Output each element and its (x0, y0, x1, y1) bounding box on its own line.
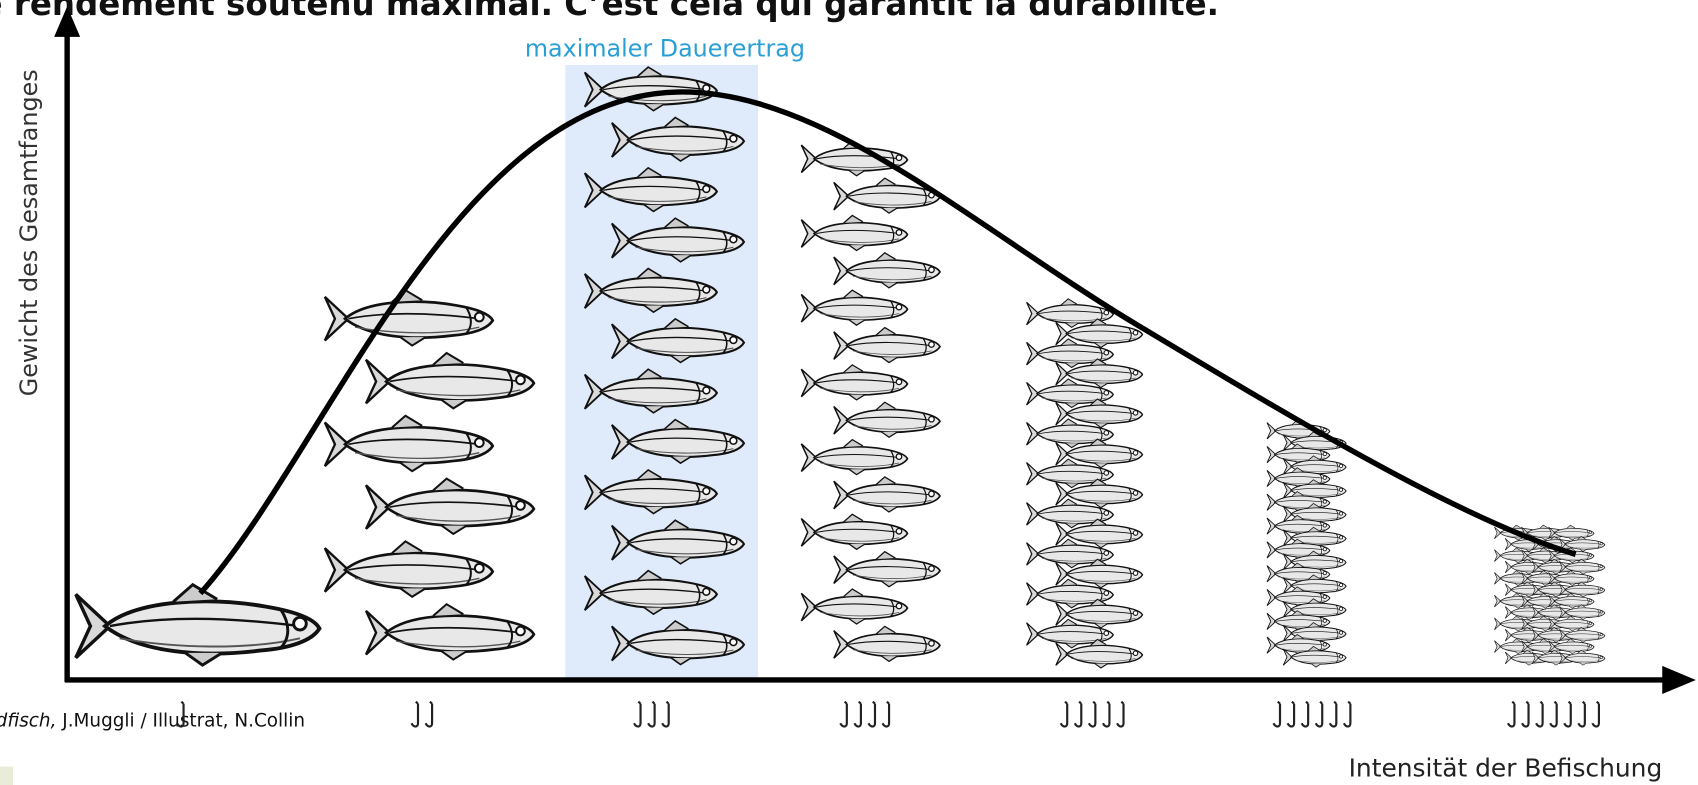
hook (634, 702, 640, 727)
fish (366, 479, 534, 534)
hook (1578, 702, 1584, 727)
x-axis-label: Intensität der Befischung (1349, 753, 1663, 782)
fish (325, 290, 493, 345)
fish (1559, 582, 1604, 597)
hook (426, 702, 432, 727)
hook (1536, 702, 1542, 727)
hook (1288, 702, 1294, 727)
fish (801, 514, 907, 549)
y-axis-label: Gewicht des Gesamtfanges (15, 69, 43, 396)
hook (1316, 702, 1322, 727)
fish (834, 552, 940, 587)
hook (1550, 702, 1556, 727)
hook (1117, 702, 1123, 727)
hook (854, 702, 860, 727)
fish (366, 604, 534, 659)
fish (325, 416, 493, 471)
hook (412, 702, 418, 727)
hook (1592, 702, 1598, 727)
credit-source: dfisch, (0, 711, 56, 732)
fish (1559, 627, 1604, 642)
fish (1559, 605, 1604, 620)
hook (1061, 702, 1067, 727)
hook (840, 702, 846, 727)
fish-icons (76, 67, 1605, 668)
hook (868, 702, 874, 727)
fish (801, 589, 907, 624)
hook (1330, 702, 1336, 727)
fish (1559, 559, 1604, 574)
fish (834, 402, 940, 437)
page: e rendement soutenu maximal. C’est cela … (0, 0, 1698, 785)
hook-icons (177, 702, 1599, 727)
fish (801, 365, 907, 400)
fish (366, 353, 534, 408)
corner-box (0, 767, 13, 785)
fish (834, 253, 940, 288)
fish (325, 541, 493, 596)
fish (801, 215, 907, 250)
diagram: e rendement soutenu maximal. C’est cela … (0, 0, 1698, 785)
x-arrow (1662, 666, 1696, 694)
hook (1089, 702, 1095, 727)
hook (1522, 702, 1528, 727)
fish (801, 440, 907, 475)
hook (1508, 702, 1514, 727)
hook (1564, 702, 1570, 727)
title: e rendement soutenu maximal. C’est cela … (0, 0, 1219, 23)
hook (662, 702, 668, 727)
hook (1075, 702, 1081, 727)
fish (76, 585, 320, 665)
fish (1559, 650, 1604, 665)
fish (834, 626, 940, 661)
fish (801, 290, 907, 325)
hook (1344, 702, 1350, 727)
hook (883, 702, 889, 727)
hook (648, 702, 654, 727)
annotation: maximaler Dauerertrag (525, 34, 805, 62)
credit: dfisch, J.Muggli / Illustrat, N.Collin (0, 711, 305, 732)
hook (1274, 702, 1280, 727)
hook (1103, 702, 1109, 727)
hook (1302, 702, 1308, 727)
fish (834, 477, 940, 512)
fish (834, 328, 940, 363)
